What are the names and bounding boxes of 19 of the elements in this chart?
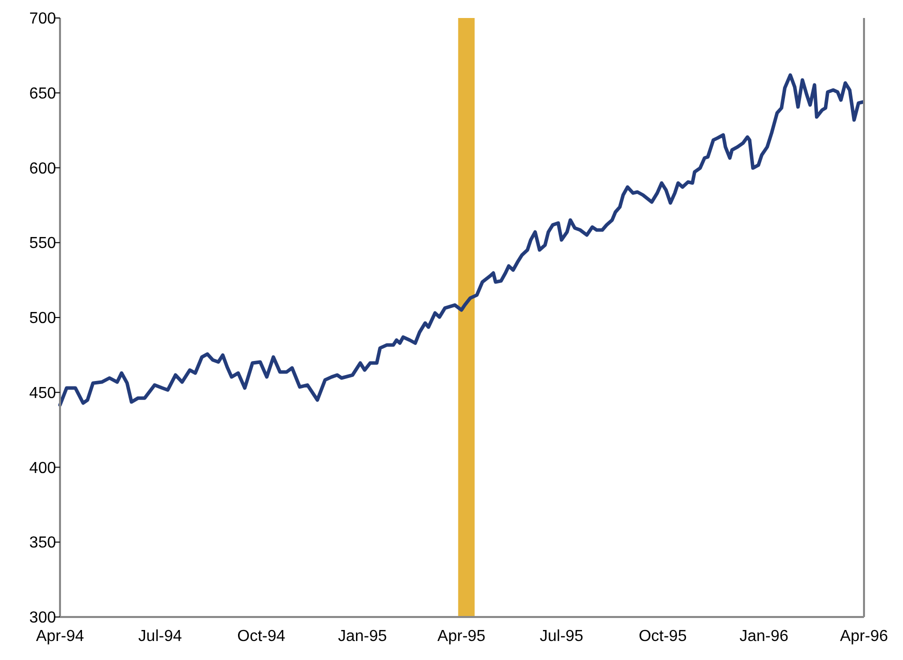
- y-tick-label: 650: [29, 85, 56, 102]
- x-tick-label: Apr-96: [840, 628, 888, 645]
- x-tick-label: Apr-95: [437, 628, 486, 645]
- x-tick-label: Jan-96: [739, 628, 788, 645]
- y-tick-label: 700: [29, 10, 56, 28]
- y-tick-label: 500: [29, 310, 56, 328]
- y-tick-label: 600: [29, 160, 56, 178]
- x-tick-label: Jul-94: [138, 628, 182, 645]
- y-tick-label: 400: [29, 460, 56, 477]
- y-tick-label: 550: [29, 235, 56, 252]
- x-tick-label: Jul-95: [540, 628, 584, 645]
- x-tick-label: Oct-94: [237, 628, 286, 645]
- y-tick-label: 450: [29, 384, 56, 402]
- y-tick-label: 300: [29, 610, 56, 627]
- x-tick-label: Jan-95: [338, 628, 388, 645]
- x-tick-label: Oct-95: [638, 628, 687, 645]
- y-tick-label: 350: [29, 534, 56, 552]
- line-series: [58, 73, 865, 407]
- x-tick-label: Apr-94: [36, 628, 84, 645]
